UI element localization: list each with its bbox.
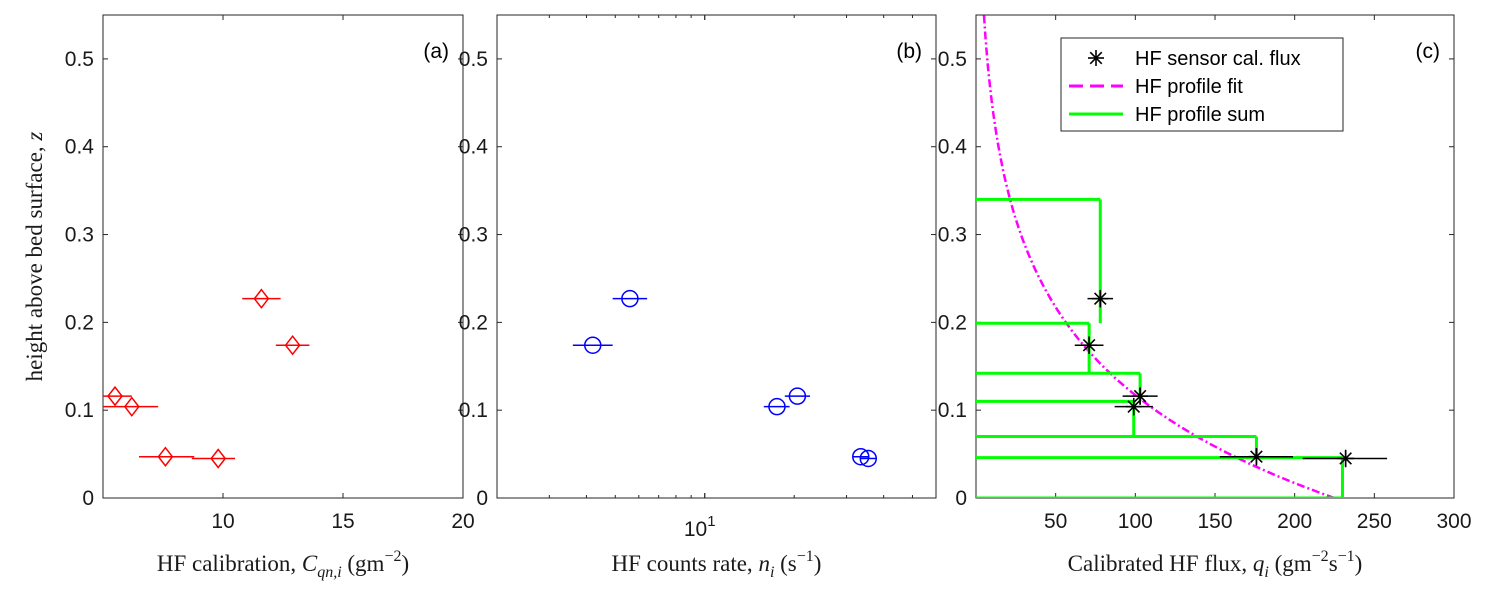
data-point <box>1074 336 1104 354</box>
diamond-marker <box>157 446 174 467</box>
plot-frame <box>496 14 937 499</box>
data-point <box>1219 447 1294 466</box>
panel-b: 0 0.1 0.2 0.3 0.4 0.5 101 (b) HF counts rate, ni… <box>459 14 937 581</box>
legend: HF sensor cal. flux HF profile fit HF prof… <box>1060 37 1344 132</box>
asterisk-stroke <box>1133 389 1147 403</box>
panel-label: (a) <box>423 40 449 63</box>
data-point <box>191 448 235 469</box>
y-tick-label: 0.3 <box>65 224 94 247</box>
data-point <box>784 387 810 405</box>
y-tick-label: 0 <box>82 487 94 510</box>
legend-entry: HF profile sum <box>1069 104 1265 126</box>
x-tick-label: 300 <box>1436 510 1471 533</box>
panel-label: (c) <box>1416 40 1441 63</box>
data-point <box>859 449 878 468</box>
data-point <box>139 446 195 467</box>
y-tick-label: 0.4 <box>938 136 968 159</box>
panel-c: 0 0.1 0.2 0.3 0.4 0.5 50 100 150 200 250 300 (c) Cali… <box>938 14 1472 581</box>
data-point <box>572 336 613 354</box>
x-tick-label: 10 <box>211 510 234 533</box>
x-axis-label: HF calibration, Cqn,i (gm−2) <box>157 548 409 581</box>
x-tick-label: 200 <box>1277 510 1312 533</box>
asterisk-stroke <box>1250 450 1263 464</box>
y-tick-label: 0.2 <box>65 311 94 334</box>
circle-marker <box>621 289 639 308</box>
plot-area <box>976 15 1388 498</box>
panel-label: (b) <box>896 40 922 63</box>
circle-marker <box>584 336 602 354</box>
data-point <box>1302 449 1388 468</box>
circle-marker <box>788 387 807 405</box>
diamond-marker <box>253 288 270 309</box>
asterisk-stroke <box>1082 338 1096 352</box>
legend-label: HF profile fit <box>1135 76 1243 98</box>
y-tick-label: 0.4 <box>459 136 489 159</box>
y-tick-label: 0.1 <box>938 399 967 422</box>
x-tick-label: 150 <box>1197 510 1232 533</box>
data-point <box>242 288 281 309</box>
y-tick-label: 0.3 <box>459 224 488 247</box>
data-point <box>1114 397 1153 416</box>
diamond-marker <box>284 334 301 356</box>
x-tick-label: 101 <box>684 513 716 541</box>
y-tick-label: 0.3 <box>938 224 967 247</box>
data-point <box>103 396 159 417</box>
legend-entry: HF profile fit <box>1069 76 1243 98</box>
asterisk-stroke <box>1339 452 1352 465</box>
diamond-marker <box>107 385 123 407</box>
y-tick-label: 0.5 <box>459 48 488 71</box>
circle-marker <box>852 447 870 466</box>
x-tick-label: 100 <box>1118 510 1153 533</box>
data-point <box>1087 289 1114 308</box>
plot-area <box>572 289 878 468</box>
y-tick-label: 0 <box>955 487 967 510</box>
diamond-marker <box>210 448 227 469</box>
legend-asterisk <box>1089 51 1103 65</box>
x-tick-label: 15 <box>331 510 354 533</box>
y-tick-label: 0.1 <box>459 399 488 422</box>
y-tick-label: 0.2 <box>459 311 488 334</box>
x-tick-label: 50 <box>1044 510 1067 533</box>
y-tick-label: 0.1 <box>65 399 94 422</box>
y-axis-label: height above bed surface, z <box>22 132 47 382</box>
y-tick-label: 0.5 <box>938 48 967 71</box>
panel-a: 0 0.1 0.2 0.3 0.4 0.5 10 15 20 (a) HF calibration,… <box>22 14 475 581</box>
x-tick-label: 20 <box>451 510 474 533</box>
y-tick-label: 0.4 <box>65 136 95 159</box>
x-tick-label: 250 <box>1357 510 1392 533</box>
y-tick-label: 0 <box>476 487 488 510</box>
x-axis-label: HF counts rate, ni (s−1) <box>612 548 822 581</box>
asterisk-stroke <box>1127 400 1141 413</box>
legend-entry: HF sensor cal. flux <box>1088 48 1301 70</box>
y-tick-label: 0.5 <box>65 48 94 71</box>
plot-frame <box>102 14 464 499</box>
x-axis-label: Calibrated HF flux, qi (gm−2s−1) <box>1068 548 1363 581</box>
circle-marker <box>859 449 878 468</box>
data-point <box>1122 387 1158 405</box>
profile-fit-curve <box>982 15 1335 498</box>
diamond-marker <box>123 396 140 417</box>
data-point <box>103 385 132 407</box>
asterisk-stroke <box>1093 292 1107 305</box>
legend-label: HF profile sum <box>1135 104 1265 126</box>
legend-label: HF sensor cal. flux <box>1135 48 1301 70</box>
circle-marker <box>768 397 786 416</box>
profile-sum-steps <box>976 197 1344 498</box>
data-point <box>275 334 310 356</box>
data-point <box>612 289 648 308</box>
data-point <box>763 397 790 416</box>
plot-area <box>103 288 310 469</box>
y-tick-label: 0.2 <box>938 311 967 334</box>
